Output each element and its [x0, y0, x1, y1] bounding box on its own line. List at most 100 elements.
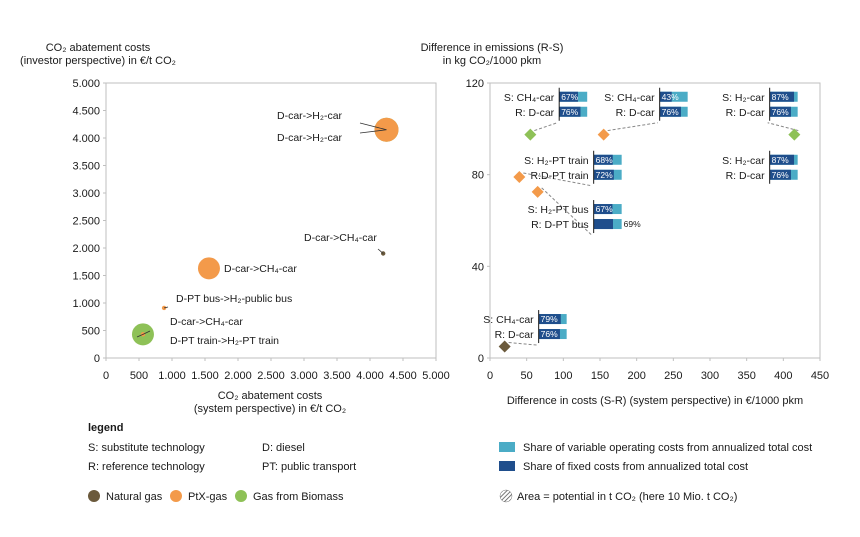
right-x-tick-label: 50 [521, 370, 533, 382]
right-bar-percent: 87% [772, 92, 789, 102]
right-x-tick-label: 100 [554, 370, 572, 382]
legend-fixed-swatch [499, 461, 515, 471]
right-bar-percent: 69% [624, 219, 641, 229]
right-bar-variable [659, 91, 688, 102]
right-bar-fixed [593, 154, 613, 165]
left-x-tick-label: 0 [103, 370, 109, 382]
left-point-label: D-car->CH₄-car [304, 232, 377, 244]
right-callout-label: S: H₂-car [722, 92, 765, 104]
right-bar-percent: 67% [561, 92, 578, 102]
right-callout-label: S: CH₄-car [504, 92, 555, 104]
legend-area-marker [499, 489, 513, 503]
right-bar-fixed [769, 169, 791, 180]
left-leader-line [359, 129, 387, 134]
right-point-ptx_gas [513, 170, 526, 183]
legend-natural-gas-label: Natural gas [106, 491, 163, 503]
right-bar-fixed [538, 329, 560, 340]
legend-natural-gas-marker [88, 490, 100, 502]
left-plot: 0 500 1.000 1.500 2.000 2.500 3.000 3.500 4.000 4… [72, 78, 449, 382]
right-point-biomass [524, 128, 537, 141]
left-x-tick-label: 4.500 [389, 370, 417, 382]
left-y-tick-label: 0 [94, 353, 100, 365]
left-xlabel-line2: (system perspective) in €/t CO₂ [194, 403, 346, 415]
legend-title: legend [88, 422, 123, 434]
right-callout-connector [541, 187, 593, 236]
right-bar-fixed [593, 169, 614, 180]
right-bar-percent: 72% [596, 170, 613, 180]
right-ylabel-line2: in kg CO₂/1000 pkm [443, 55, 541, 67]
right-callout-label: S: H₂-PT train [524, 155, 589, 167]
right-callout-label: R: D-car [616, 107, 656, 119]
left-point-label: D-PT bus->H₂-public bus [176, 293, 292, 305]
left-point-ptx_gas [197, 257, 220, 280]
right-callout-label: S: CH₄-car [604, 92, 655, 104]
legend-biomass-label: Gas from Biomass [253, 491, 344, 503]
legend-ptx-gas-label: PtX-gas [188, 491, 228, 503]
right-callout-connector [607, 122, 658, 132]
right-plot-frame [489, 82, 821, 359]
right-callout-label: R: D-car [726, 107, 766, 119]
right-callout-connector [508, 342, 537, 346]
right-callout-label: S: H₂-car [722, 155, 765, 167]
right-callout-label: R:D-PT train [531, 170, 589, 182]
right-x-tick-label: 350 [737, 370, 755, 382]
right-callout-connector [523, 172, 592, 187]
legend-abbrev-1-val: PT: public transport [262, 461, 356, 473]
right-point-ptx_gas [597, 128, 610, 141]
right-y-tick-label: 40 [472, 261, 484, 273]
legend: legend S: substitute technology D: diese… [88, 422, 812, 503]
left-leader-line [136, 333, 144, 338]
right-bar-percent: 76% [772, 170, 789, 180]
left-point-label: D-car->CH₄-car [170, 316, 243, 328]
right-bar-percent: 43% [662, 92, 679, 102]
right-bar-fixed [593, 219, 613, 230]
left-y-tick-label: 3.500 [72, 161, 100, 173]
left-x-tick-label: 2.500 [257, 370, 285, 382]
left-point-label: D-car->H₂-car [277, 132, 343, 144]
right-x-tick-label: 0 [487, 370, 493, 382]
left-x-tick-label: 1.000 [158, 370, 186, 382]
right-plot: 0 50 100 150 200 250 300 350 400 450 0 40 80 120 S: CH… [466, 78, 830, 382]
left-x-tick-label: 5.000 [422, 370, 450, 382]
left-y-tick-label: 2.500 [72, 216, 100, 228]
right-bar-fixed [659, 91, 672, 102]
right-x-tick-label: 450 [811, 370, 829, 382]
right-bar-percent: 76% [561, 107, 578, 117]
right-bar-percent: 79% [541, 314, 558, 324]
right-bar-percent: 68% [596, 155, 613, 165]
right-callout-label: R: D-car [515, 107, 555, 119]
left-leader-line [359, 122, 387, 131]
left-ylabel-line1: CO₂ abatement costs [46, 42, 151, 54]
right-callout-label: R: D-PT bus [531, 219, 589, 231]
right-x-tick-label: 400 [774, 370, 792, 382]
legend-abbrev-0-key: S: substitute technology [88, 442, 205, 454]
left-point-label: D-car->CH₄-car [224, 263, 297, 275]
legend-ptx-gas-marker [170, 490, 182, 502]
left-xlabel-line1: CO₂ abatement costs [218, 390, 323, 402]
right-bar-percent: 76% [541, 329, 558, 339]
right-point-natural_gas [498, 340, 511, 353]
left-y-tick-label: 1.500 [72, 271, 100, 283]
right-bar-fixed [769, 106, 791, 117]
left-x-tick-label: 3.500 [323, 370, 351, 382]
legend-variable-label: Share of variable operating costs from a… [523, 442, 812, 454]
left-leader-line [377, 248, 384, 254]
legend-area-note: Area = potential in t CO₂ (here 10 Mio. … [517, 491, 737, 503]
right-callout-label: R: D-car [495, 329, 535, 341]
right-x-tick-label: 200 [627, 370, 645, 382]
right-y-tick-label: 120 [466, 78, 484, 90]
right-callout-label: R: D-car [726, 170, 766, 182]
legend-biomass-marker [235, 490, 247, 502]
right-ylabel-line1: Difference in emissions (R-S) [421, 42, 564, 54]
left-x-tick-label: 4.000 [356, 370, 384, 382]
right-point-ptx_gas [531, 185, 544, 198]
left-point-label: D-car->H₂-car [277, 110, 343, 122]
right-x-tick-label: 250 [664, 370, 682, 382]
left-y-tick-label: 500 [82, 326, 100, 338]
left-y-tick-label: 4.500 [72, 106, 100, 118]
right-bar-fixed [593, 204, 613, 215]
right-bar-percent: 76% [772, 107, 789, 117]
left-y-tick-label: 3.000 [72, 188, 100, 200]
legend-abbrev-1-key: R: reference technology [88, 461, 205, 473]
